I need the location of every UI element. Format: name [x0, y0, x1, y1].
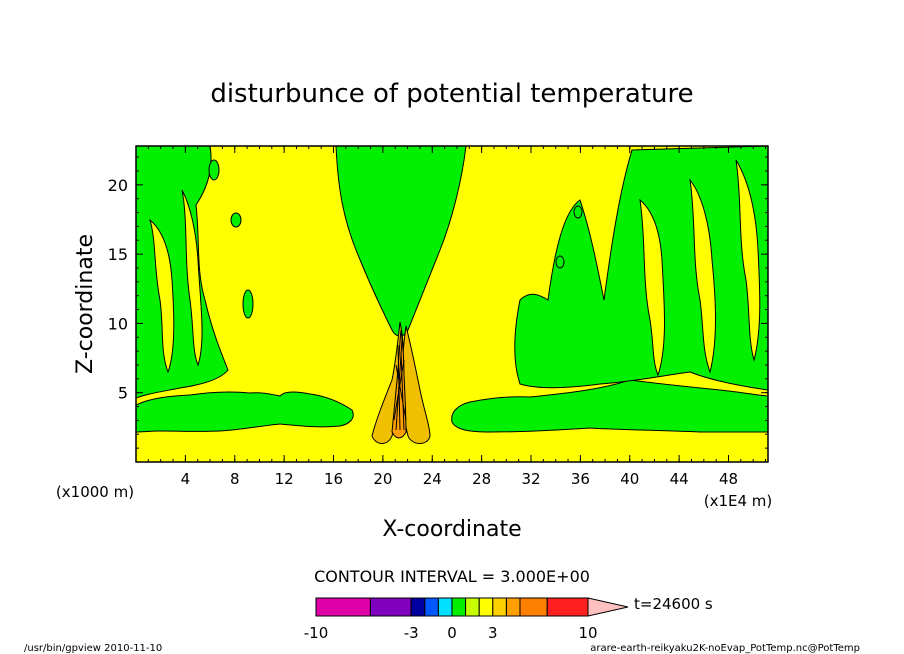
green-speck [555, 255, 565, 269]
green-speck [230, 212, 242, 228]
green-speck [208, 159, 220, 181]
x-tick-label: 4 [181, 470, 191, 488]
colorbar-swatch [369, 597, 412, 617]
yellow-gap-left-2 [181, 189, 203, 367]
colorbar-tick-label: 10 [578, 624, 597, 642]
colorbar-tick-label: 0 [447, 624, 457, 642]
colorbar-swatch [519, 597, 548, 617]
y-axis: 5 10 15 20 [108, 156, 768, 449]
colorbar-swatch [437, 597, 453, 617]
x-tick-label: 28 [472, 470, 491, 488]
yellow-gap-left-1 [149, 218, 175, 374]
colorbar-swatch [546, 597, 589, 617]
y-axis-label: Z-coordinate [73, 234, 98, 374]
x-tick-label: 8 [230, 470, 240, 488]
x-tick-label: 24 [423, 470, 442, 488]
yellow-gap-right-1 [639, 198, 665, 377]
time-label: t=24600 s [634, 595, 713, 613]
x-tick-label: 44 [670, 470, 689, 488]
x-tick-label: 20 [373, 470, 392, 488]
x-axis: 4 8 12 16 20 24 28 32 36 40 44 48 [147, 146, 767, 488]
green-speck [242, 289, 254, 319]
colorbar-swatch [465, 597, 480, 617]
y-tick-label: 10 [108, 314, 128, 333]
y-tick-label: 20 [108, 176, 128, 195]
footer-left: /usr/bin/gpview 2010-11-10 [24, 643, 162, 654]
green-band-left [136, 391, 354, 433]
x-tick-label: 16 [324, 470, 343, 488]
yellow-gap-right-3 [735, 159, 761, 362]
contour-interval: CONTOUR INTERVAL = 3.000E+00 [314, 567, 590, 586]
colorbar-tick-label: 3 [488, 624, 498, 642]
x-tick-label: 40 [620, 470, 639, 488]
colorbar-swatch [315, 597, 371, 617]
footer-right: arare-earth-reikyaku2K-noEvap_PotTemp.nc… [590, 643, 860, 654]
plot-frame [135, 145, 769, 463]
x-tick-label: 48 [719, 470, 738, 488]
x-axis-label: X-coordinate [382, 517, 521, 542]
chart-title: disturbunce of potential temperature [210, 79, 693, 109]
green-band-right [451, 379, 768, 433]
y-tick-label: 5 [118, 384, 128, 403]
y-tick-label: 15 [108, 245, 128, 264]
x-tick-label: 36 [571, 470, 590, 488]
x-unit-right: (x1E4 m) [704, 492, 773, 510]
x-tick-label: 12 [275, 470, 294, 488]
colorbar-swatch [505, 597, 521, 617]
contour-field [136, 146, 768, 462]
x-unit-left: (x1000 m) [56, 483, 134, 501]
x-tick-label: 32 [521, 470, 540, 488]
colorbar: -10 -3 0 3 10 [304, 597, 629, 642]
green-speck [573, 205, 583, 219]
colorbar-swatch [478, 597, 494, 617]
core-contours [393, 339, 407, 431]
colorbar-swatch [424, 597, 439, 617]
colorbar-tick-label: -3 [404, 624, 419, 642]
colorbar-swatch [410, 597, 426, 617]
colorbar-swatch [492, 597, 507, 617]
green-columns-left [136, 146, 229, 399]
colorbar-extend-arrow [587, 597, 629, 617]
colorbar-tick-label: -10 [304, 624, 329, 642]
colorbar-swatch [451, 597, 467, 617]
yellow-gap-right-2 [689, 178, 716, 374]
